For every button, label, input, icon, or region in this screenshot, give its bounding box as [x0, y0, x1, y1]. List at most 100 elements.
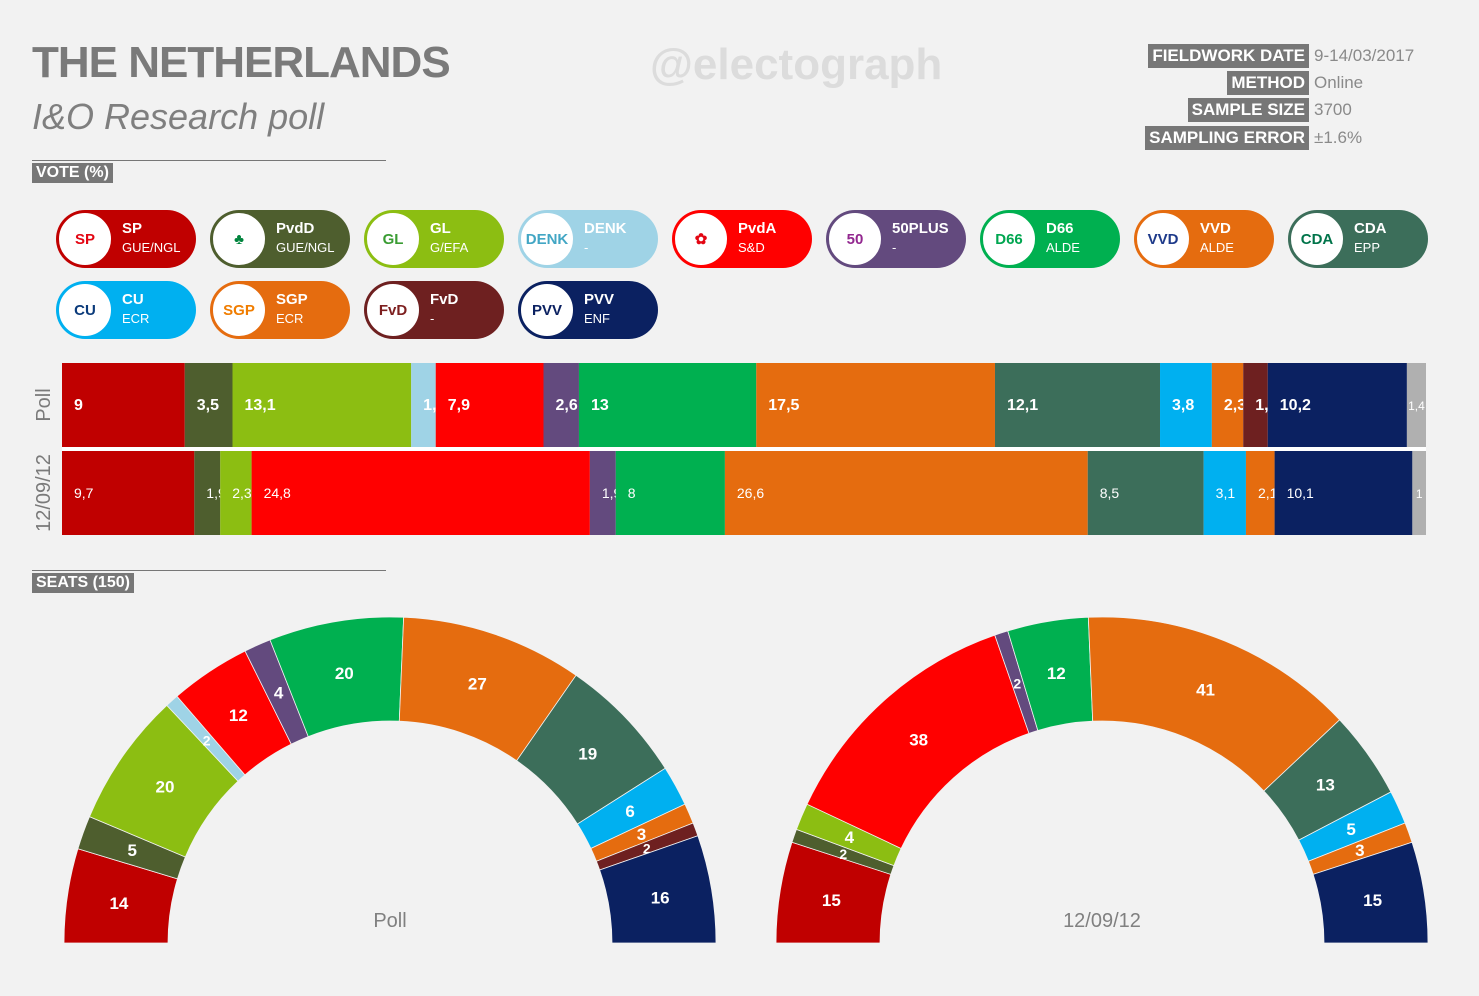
- legend-item-50plus: 50 50PLUS -: [826, 210, 966, 268]
- bar-segment-sp: [62, 363, 185, 447]
- bar-segment-pvda: [435, 363, 544, 447]
- legend-item-sgp: SGP SGP ECR: [210, 281, 350, 339]
- seat-data-label: 41: [1196, 680, 1215, 699]
- bar-segment-others: [1406, 363, 1426, 447]
- legend-party-group: G/EFA: [430, 240, 469, 255]
- 50plus-logo-icon: 50: [827, 211, 883, 267]
- bar-data-label: 3,5: [197, 397, 219, 414]
- denk-logo-icon: DENK: [519, 211, 575, 267]
- meta-value: ±1.6%: [1314, 128, 1363, 147]
- bar-data-label: 17,5: [768, 397, 799, 414]
- seat-slice-pvv: [599, 835, 717, 944]
- bar-data-label: 2,1: [1258, 485, 1278, 501]
- legend-party-name: 50PLUS: [892, 220, 949, 237]
- pvda-logo-icon: ✿: [673, 211, 729, 267]
- bar-data-label: 8: [628, 485, 636, 501]
- legend-party-name: GL: [430, 220, 451, 237]
- legend-item-d66: D66 D66 ALDE: [980, 210, 1120, 268]
- d66-logo-icon: D66: [981, 211, 1037, 267]
- seat-data-label: 15: [1363, 891, 1382, 910]
- seat-data-label: 13: [1316, 775, 1335, 794]
- legend-party-name: CU: [122, 291, 144, 308]
- bar-segment-sgp: [1211, 363, 1244, 447]
- seat-data-label: 3: [1355, 841, 1364, 860]
- bar-segment-others: [1412, 451, 1426, 535]
- vvd-logo-icon: VVD: [1135, 211, 1191, 267]
- bar-segment-pvv: [1267, 363, 1407, 447]
- bar-data-label: 2,6: [555, 397, 577, 414]
- legend-party-name: SP: [122, 220, 143, 237]
- bar-row-label: Poll: [33, 388, 55, 421]
- legend-party-name: PvdD: [276, 220, 315, 237]
- cu-logo-icon: CU: [57, 282, 113, 338]
- legend-party-name: VVD: [1200, 220, 1231, 237]
- bar-data-label: 13,1: [245, 397, 276, 414]
- bar-row-label: 12/09/12: [33, 454, 55, 532]
- seat-data-label: 2: [643, 840, 651, 856]
- watermark-handle: @electograph: [650, 40, 943, 89]
- bar-data-label: 26,6: [737, 485, 764, 501]
- section-vote-label: VOTE (%): [32, 163, 113, 183]
- bar-segment-cda: [1087, 451, 1204, 535]
- meta-row-sample-size: SAMPLE SIZE 3700: [1187, 98, 1415, 122]
- seat-data-label: 5: [1346, 820, 1355, 839]
- seat-data-label: 3: [637, 825, 646, 844]
- seat-data-label: 12: [229, 706, 248, 725]
- legend-party-name: CDA: [1354, 220, 1387, 237]
- legend-party-group: ENF: [584, 311, 610, 326]
- pvdd-logo-icon: ♣: [211, 211, 267, 267]
- section-divider: [32, 160, 386, 161]
- meta-value: 3700: [1314, 100, 1352, 119]
- legend-party-group: GUE/NGL: [122, 240, 181, 255]
- seat-data-label: 38: [909, 730, 928, 749]
- meta-key: METHOD: [1227, 71, 1309, 95]
- bar-segment-gl: [232, 363, 412, 447]
- legend-item-denk: DENK DENK -: [518, 210, 658, 268]
- legend-party-name: PVV: [584, 291, 615, 308]
- bar-segment-d66: [578, 363, 757, 447]
- gl-logo-icon: GL: [365, 211, 421, 267]
- page-subtitle: I&O Research poll: [32, 96, 325, 137]
- bar-segment-cu: [1203, 451, 1246, 535]
- sgp-logo-icon: SGP: [211, 282, 267, 338]
- seat-data-label: 4: [845, 828, 855, 847]
- sp-logo-icon: SP: [57, 211, 113, 267]
- bar-data-label: 1: [1416, 487, 1423, 501]
- seat-data-label: 14: [109, 894, 128, 913]
- bar-segment-sp: [62, 451, 195, 535]
- legend-party-group: ALDE: [1046, 240, 1080, 255]
- bar-segment-denk: [411, 363, 436, 447]
- cda-logo-icon: CDA: [1289, 211, 1345, 267]
- meta-value: 9-14/03/2017: [1314, 46, 1415, 65]
- legend-item-cda: CDA CDA EPP: [1288, 210, 1428, 268]
- seat-data-label: 2: [203, 732, 211, 748]
- bar-segment-pvdd: [184, 363, 233, 447]
- legend-party-group: EPP: [1354, 240, 1381, 255]
- seat-data-label: 27: [468, 674, 487, 693]
- legend-party-name: PvdA: [738, 220, 777, 237]
- seat-data-label: 4: [274, 684, 284, 703]
- legend-party-group: -: [584, 240, 589, 255]
- seat-data-label: 2: [839, 846, 847, 862]
- bar-segment-cda: [994, 363, 1161, 447]
- legend-party-group: ALDE: [1200, 240, 1234, 255]
- meta-key: SAMPLE SIZE: [1187, 98, 1309, 122]
- meta-key: FIELDWORK DATE: [1148, 44, 1309, 68]
- bar-segment-fvd: [1243, 363, 1268, 447]
- bar-segment-cu: [1160, 363, 1212, 447]
- bar-data-label: 1,4: [1408, 399, 1425, 413]
- bar-segment-pvdd: [194, 451, 221, 535]
- bar-segment-50plus: [589, 451, 616, 535]
- meta-row-method: METHOD Online: [1227, 71, 1415, 95]
- legend-party-name: DENK: [584, 220, 627, 237]
- section-seats-label: SEATS (150): [32, 573, 134, 593]
- legend-item-pvda: ✿ PvdA S&D: [672, 210, 812, 268]
- vote-stacked-bar-chart: 9 3,5 13,1 1,8 7,9 2,6 13 17,5 12,1 3,8 2,3 1,8 10,2…: [33, 363, 1426, 535]
- legend-item-pvv: PVV PVV ENF: [518, 281, 658, 339]
- seat-data-label: 2: [1013, 675, 1021, 691]
- bar-data-label: 2,3: [232, 485, 252, 501]
- bar-data-label: 9: [74, 397, 83, 414]
- legend-item-cu: CU CU ECR: [56, 281, 196, 339]
- bar-data-label: 3,8: [1172, 397, 1194, 414]
